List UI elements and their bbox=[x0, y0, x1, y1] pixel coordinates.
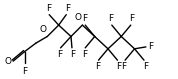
Text: F: F bbox=[46, 4, 51, 13]
Text: F: F bbox=[116, 62, 121, 71]
Text: F: F bbox=[143, 62, 148, 71]
Text: F: F bbox=[57, 50, 62, 59]
Text: F: F bbox=[70, 50, 75, 59]
Text: F: F bbox=[65, 4, 70, 13]
Text: F: F bbox=[22, 67, 27, 76]
Text: F: F bbox=[95, 62, 100, 71]
Text: F: F bbox=[129, 14, 134, 23]
Text: F: F bbox=[108, 14, 113, 23]
Text: F: F bbox=[122, 62, 127, 71]
Text: F: F bbox=[82, 14, 87, 23]
Text: O: O bbox=[74, 13, 81, 22]
Text: F: F bbox=[82, 50, 87, 59]
Text: O: O bbox=[4, 57, 11, 66]
Text: F: F bbox=[148, 42, 153, 51]
Text: O: O bbox=[39, 25, 46, 34]
